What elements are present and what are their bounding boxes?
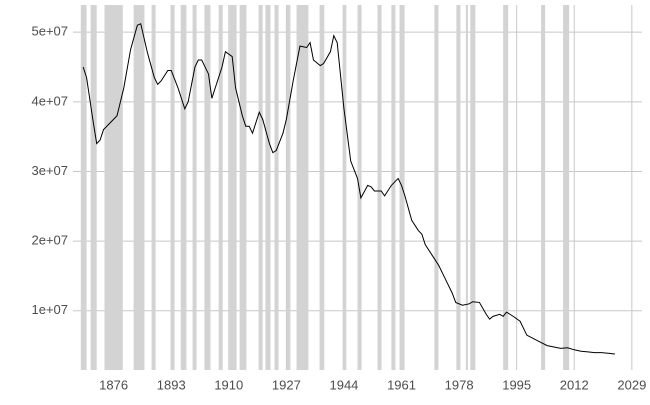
x-tick-label: 2029	[617, 377, 646, 392]
y-tick-label: 4e+07	[31, 93, 68, 108]
recession-band	[170, 5, 175, 370]
x-tick-label: 1910	[214, 377, 243, 392]
recession-band	[470, 5, 476, 370]
recession-band	[258, 5, 263, 370]
recession-band	[465, 5, 468, 370]
y-tick-label: 5e+07	[31, 24, 68, 39]
recession-band	[503, 5, 509, 370]
recession-band	[90, 5, 97, 370]
recession-band	[563, 5, 570, 370]
recession-band	[377, 5, 382, 370]
x-tick-label: 1978	[445, 377, 474, 392]
x-tick-label: 1876	[99, 377, 128, 392]
recession-band	[296, 5, 309, 370]
data-line	[82, 23, 615, 355]
x-tick-label: 1995	[502, 377, 531, 392]
x-tick-label: 1944	[329, 377, 358, 392]
recession-band	[204, 5, 211, 370]
recession-band	[319, 5, 325, 370]
x-tick-label: 2012	[560, 377, 589, 392]
recession-band	[218, 5, 223, 370]
recession-band	[274, 5, 279, 370]
recession-band	[391, 5, 396, 370]
recession-band	[104, 5, 123, 370]
y-tick-label: 3e+07	[31, 163, 68, 178]
recession-band	[434, 5, 439, 370]
recession-band	[286, 5, 291, 370]
recession-band	[192, 5, 197, 370]
recession-band	[456, 5, 461, 370]
y-tick-label: 1e+07	[31, 302, 68, 317]
x-tick-label: 1927	[272, 377, 301, 392]
recession-band	[541, 5, 546, 370]
recession-band	[80, 5, 87, 370]
recession-band	[265, 5, 271, 370]
recession-band	[151, 5, 156, 370]
y-tick-label: 2e+07	[31, 233, 68, 248]
x-tick-label: 1893	[157, 377, 186, 392]
recession-band	[133, 5, 145, 370]
recession-band	[229, 5, 237, 370]
recession-band	[180, 5, 187, 370]
x-tick-label: 1961	[387, 377, 416, 392]
recession-band	[342, 5, 347, 370]
recession-band	[239, 5, 247, 370]
